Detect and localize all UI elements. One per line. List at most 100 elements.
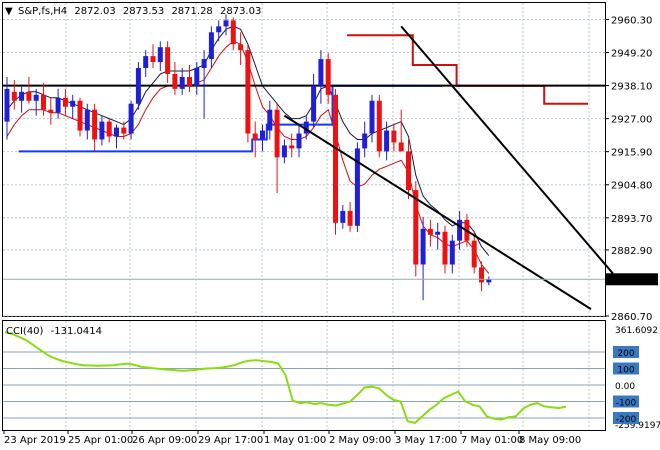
cci-level-tag-1: [613, 362, 639, 375]
candle-body-66: [486, 279, 492, 283]
candle-29: [216, 20, 222, 42]
candle-body-57: [420, 228, 426, 265]
open-value: 2872.03: [74, 6, 115, 17]
candle-body-25: [187, 76, 192, 86]
candle-body-47: [347, 210, 353, 226]
price-tick-label-1: 2949.20: [611, 49, 652, 60]
svg-text:S&P,fs,H4 2872.03: S&P,fs,H4 2872.03 2873.53 2871.28 2873.0…: [18, 6, 261, 17]
candle-body-6: [48, 109, 54, 113]
svg-text:CCI(40) -131.0414: CCI(40) -131.0414: [6, 326, 102, 337]
time-tick-label-3: 29 Apr 17:00: [198, 435, 263, 446]
cci-value: -131.0414: [51, 326, 102, 337]
candle-48: [354, 142, 360, 232]
candle-body-39: [289, 145, 295, 149]
candle-15: [114, 124, 119, 149]
candle-42: [311, 73, 317, 128]
price-tick-label-0: 2960.30: [611, 16, 652, 27]
candle-46: [340, 204, 346, 229]
price-tick-label-7: 2882.90: [611, 246, 652, 257]
candle-53: [391, 124, 397, 152]
candle-50: [369, 94, 375, 143]
cci-tick-label-3: 0.00: [615, 382, 635, 392]
candle-body-45: [333, 94, 338, 223]
cci-tick-label-0: 361.6092: [615, 326, 658, 336]
trend-line-1: [400, 25, 614, 275]
candle-62: [457, 210, 463, 250]
candle-body-65: [479, 267, 484, 283]
cci-level-tag-2: [613, 395, 639, 408]
candle-20: [150, 44, 156, 69]
price-tick-label-5: 2904.80: [611, 181, 652, 192]
cci-axis: 361.60922001000.00-100-200-259.919720010…: [613, 326, 660, 431]
candle-17: [128, 100, 134, 140]
candle-58: [427, 219, 433, 247]
candle-body-29: [216, 26, 222, 33]
candle-body-43: [318, 59, 324, 86]
candle-body-33: [245, 50, 251, 134]
candle-55: [406, 139, 411, 200]
candle-body-40: [296, 133, 302, 149]
price-tick-label-3: 2927.00: [611, 115, 652, 126]
candle-body-56: [413, 190, 419, 265]
candle-5: [41, 82, 46, 116]
time-tick-label-1: 25 Apr 01:00: [68, 435, 133, 446]
cci-label: CCI(40): [6, 326, 44, 337]
candle-body-55: [406, 151, 411, 191]
candle-30: [223, 14, 229, 36]
candle-33: [245, 44, 251, 143]
price-tick-label-4: 2915.90: [611, 148, 652, 159]
candle-body-54: [398, 142, 404, 152]
candle-51: [376, 94, 382, 158]
candle-body-18: [135, 68, 141, 104]
time-tick-label-2: 26 Apr 09:00: [132, 435, 197, 446]
candle-44: [325, 53, 331, 104]
candle-body-62: [457, 219, 463, 241]
cci-level-tag-0: [613, 346, 639, 358]
candle-body-37: [274, 109, 280, 158]
symbol-label: S&P,fs,H4: [18, 6, 67, 17]
candle-66: [486, 276, 492, 286]
candle-body-14: [106, 121, 112, 137]
candle-body-30: [223, 20, 229, 27]
candle-body-22: [165, 47, 171, 74]
price-tick-label-2: 2938.10: [611, 82, 652, 93]
candle-13: [99, 115, 105, 146]
candle-body-7: [55, 97, 61, 113]
candle-body-31: [230, 20, 236, 45]
candle-41: [303, 115, 309, 140]
candle-body-35: [260, 130, 265, 140]
chart-header: ▼ S&P,fs,H4 2872.03 2873.53 2871.28 2873…: [5, 6, 261, 17]
high-value: 2873.53: [123, 6, 164, 17]
candle-9: [70, 94, 76, 119]
candle-body-32: [238, 44, 244, 51]
candlestick-series: [4, 14, 492, 301]
candle-body-20: [150, 56, 156, 63]
candle-body-19: [143, 56, 149, 69]
candle-21: [157, 41, 163, 72]
price-tick-label-8: 2860.70: [611, 312, 652, 323]
candle-37: [274, 103, 280, 194]
cci-header: CCI(40) -131.0414: [6, 326, 102, 337]
candle-45: [333, 88, 338, 235]
candle-26: [194, 62, 200, 95]
candle-25: [187, 65, 192, 92]
candle-19: [143, 50, 149, 77]
candle-60: [442, 225, 448, 274]
candle-body-2: [19, 91, 25, 101]
candle-11: [84, 103, 90, 140]
candle-body-59: [435, 231, 441, 235]
candle-body-28: [208, 32, 214, 60]
candle-24: [179, 68, 185, 95]
candle-1: [11, 79, 17, 110]
candle-39: [289, 133, 295, 158]
time-tick-label-8: 8 May 09:00: [519, 435, 581, 446]
candle-body-8: [62, 97, 68, 107]
candle-38: [281, 139, 287, 164]
current-price-tag: [606, 273, 658, 286]
candle-body-48: [354, 148, 360, 226]
price-axis: 2960.30 2949.20 2938.10 2927.00 2915.90 2904.…: [605, 16, 652, 323]
candle-40: [296, 124, 302, 158]
candle-56: [413, 181, 419, 277]
candle-body-26: [194, 68, 200, 86]
